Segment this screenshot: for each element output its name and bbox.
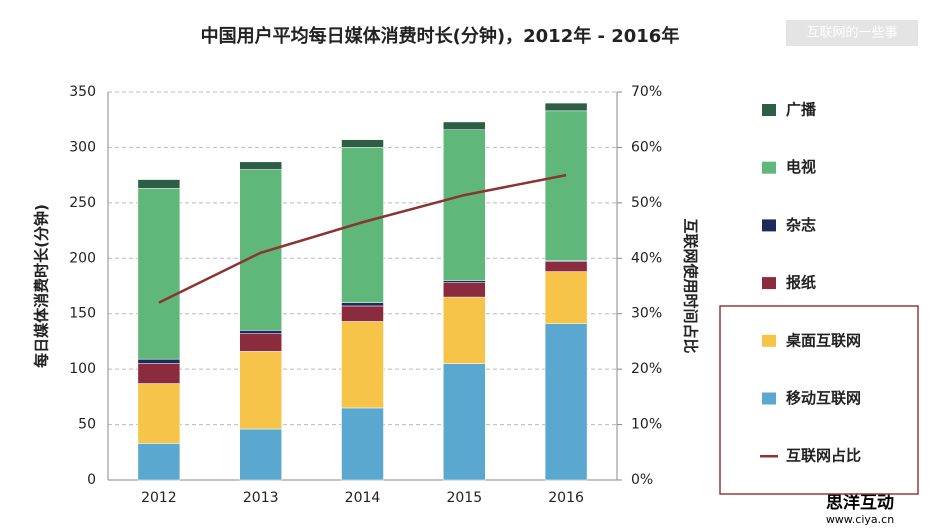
bar-segment — [544, 110, 588, 261]
y-tick-label: 250 — [69, 195, 96, 211]
legend-label: 移动互联网 — [786, 389, 861, 407]
x-tick-label: 2014 — [345, 490, 381, 506]
y2-tick-label: 20% — [631, 361, 662, 377]
legend-box — [719, 305, 919, 495]
bar-segment — [341, 407, 384, 481]
y-tick-label: 150 — [69, 306, 96, 322]
bar-segment — [137, 179, 181, 189]
bar-segment — [341, 139, 384, 148]
bar-segment — [239, 351, 282, 430]
y-tick-label: 0 — [87, 472, 96, 488]
legend-marker — [762, 392, 776, 405]
chart-title: 中国用户平均每日媒体消费时长(分钟)，2012年 - 2016年 — [201, 25, 680, 47]
bar-segment — [544, 323, 588, 481]
y2-tick-label: 0% — [631, 472, 653, 488]
bar-segment — [443, 363, 486, 481]
y2-tick-label: 70% — [631, 84, 662, 100]
x-tick-label: 2015 — [446, 490, 482, 506]
bar-segment — [341, 321, 384, 409]
legend-marker — [762, 104, 776, 116]
y2-tick-label: 30% — [631, 306, 662, 322]
bar-segment — [137, 358, 181, 364]
bar-segment — [544, 271, 588, 324]
bar-segment — [443, 282, 486, 298]
bar-segment — [544, 102, 588, 112]
watermark: 互联网的一些事 — [806, 25, 897, 41]
bar-segment — [239, 330, 282, 334]
watermark-box — [786, 20, 918, 46]
bar-segment — [341, 147, 384, 303]
legend-marker — [762, 334, 776, 347]
watermark: www.ciya.cn — [826, 513, 894, 526]
y-tick-label: 350 — [69, 84, 96, 100]
legend-label: 杂志 — [786, 216, 816, 234]
legend-label: 桌面互联网 — [785, 331, 861, 349]
bar-segment — [239, 169, 282, 331]
y-tick-label: 200 — [69, 250, 96, 266]
x-tick-label: 2012 — [141, 490, 177, 506]
y-tick-label: 50 — [78, 417, 96, 433]
x-tick-label: 2013 — [243, 490, 279, 506]
bar-segment — [443, 129, 486, 281]
y-tick-label: 300 — [69, 139, 96, 155]
bar-segment — [137, 383, 181, 444]
y2-tick-label: 40% — [631, 250, 662, 266]
legend-label: 电视 — [786, 158, 816, 176]
legend-marker — [762, 277, 776, 290]
bar-segment — [137, 443, 181, 481]
line — [158, 173, 567, 304]
y2-tick-label: 50% — [631, 195, 662, 211]
bar-segment — [341, 302, 384, 307]
y2-tick-label: 10% — [631, 417, 662, 433]
bar-segment — [239, 161, 282, 170]
legend-label: 互联网占比 — [786, 447, 861, 465]
bar-segment — [443, 280, 486, 283]
x-tick-label: 2016 — [548, 490, 584, 506]
y2-tick-label: 60% — [631, 139, 662, 155]
legend-label: 报纸 — [786, 274, 816, 292]
bar-segment — [239, 333, 282, 352]
bar-segment — [544, 261, 588, 272]
bar-segment — [137, 363, 181, 384]
bar-segment — [443, 296, 486, 364]
bar-segment — [239, 428, 282, 481]
bar-segment — [137, 188, 181, 360]
watermark: 思洋互动 — [826, 492, 894, 513]
y-axis-label: 每日媒体消费时长(分钟) — [33, 204, 51, 368]
legend-label: 广播 — [786, 101, 817, 119]
legend-marker — [762, 219, 776, 232]
y2-axis-label: 互联网使用时间占比 — [682, 218, 700, 353]
bar-segment — [341, 305, 384, 322]
legend-marker — [762, 161, 776, 174]
y-tick-label: 100 — [69, 361, 96, 377]
bar-segment — [443, 121, 486, 130]
